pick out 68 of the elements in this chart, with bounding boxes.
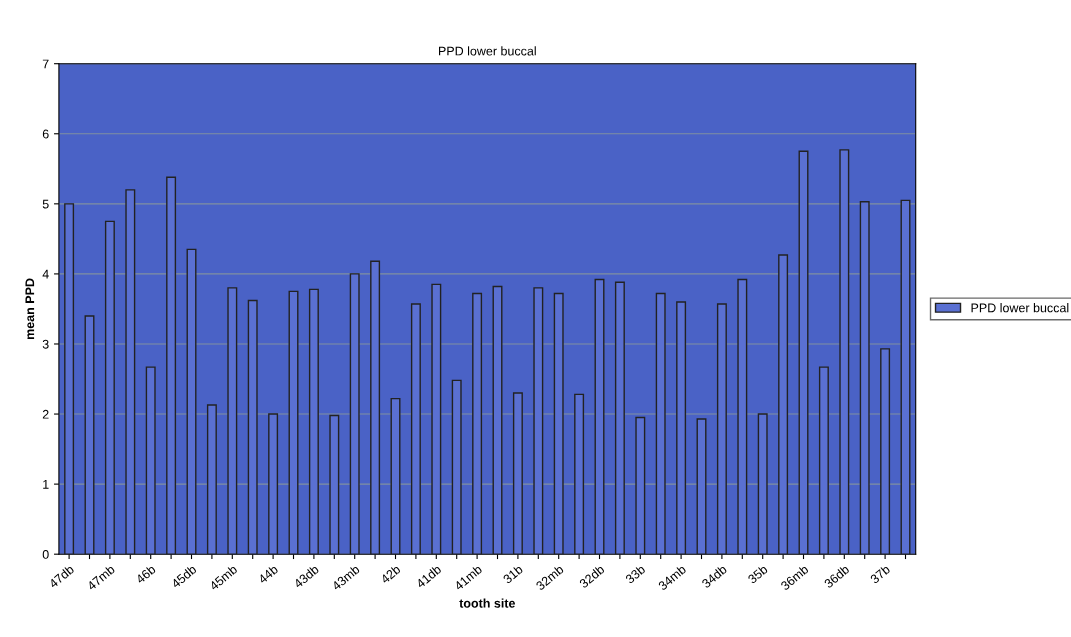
bar <box>818 366 829 555</box>
bar <box>676 301 687 555</box>
x-tick-label: 45db <box>170 564 198 589</box>
bar <box>329 414 340 555</box>
bar <box>247 299 258 555</box>
bar <box>553 292 564 555</box>
x-tick-label: 46b <box>134 564 157 585</box>
x-tick-label: 47db <box>48 564 75 589</box>
y-tick-label: 4 <box>42 269 49 279</box>
bar <box>859 201 870 555</box>
x-tick-label: 34db <box>700 564 728 589</box>
bar <box>390 397 401 555</box>
legend-label: PPD lower buccal <box>971 303 1069 313</box>
chart-title: PPD lower buccal <box>439 46 536 56</box>
bar <box>635 416 646 555</box>
bar <box>839 149 850 555</box>
y-tick-label: 7 <box>42 59 49 69</box>
x-tick-label: 37b <box>869 564 891 585</box>
bar <box>472 292 483 555</box>
bar <box>125 189 136 555</box>
y-tick-label: 5 <box>42 199 49 209</box>
bar <box>533 287 544 555</box>
x-tick-label: 41db <box>415 564 442 589</box>
x-tick-label: 44b <box>257 564 279 585</box>
y-tick-label: 2 <box>42 409 49 419</box>
bar <box>778 254 789 555</box>
y-axis-title: mean PPD <box>25 278 35 340</box>
bar <box>594 278 605 555</box>
bar <box>186 248 197 555</box>
x-tick-label: 33b <box>624 564 646 585</box>
bar <box>512 392 523 555</box>
bar <box>104 220 115 555</box>
y-tick-label: 1 <box>43 480 49 489</box>
bar <box>431 283 442 555</box>
bar <box>206 404 217 555</box>
bar <box>880 348 891 555</box>
x-tick-label: 43db <box>292 564 320 589</box>
bar <box>492 285 503 555</box>
bar <box>145 366 156 555</box>
bar <box>410 303 421 555</box>
bar <box>227 287 238 555</box>
y-tick-label: 6 <box>42 129 49 139</box>
y-tick-label: 0 <box>42 549 49 559</box>
bar <box>757 413 768 555</box>
bar <box>574 393 585 555</box>
x-axis-title: tooth site <box>459 598 515 608</box>
bar <box>900 199 911 555</box>
y-tick-label: 3 <box>42 339 49 349</box>
bar <box>349 273 360 555</box>
bar <box>268 413 279 555</box>
x-tick-label: 31b <box>502 564 524 585</box>
bar <box>655 292 666 555</box>
x-tick-label: 42b <box>379 564 402 585</box>
bar <box>64 203 75 555</box>
bar <box>308 288 319 555</box>
bar <box>84 315 95 555</box>
bar <box>696 418 707 555</box>
x-tick-label: 35b <box>747 564 769 585</box>
bar <box>737 278 748 555</box>
x-tick-label: 36db <box>823 564 850 589</box>
bar <box>288 290 299 555</box>
bar <box>166 176 177 555</box>
bar <box>798 150 809 555</box>
bar <box>716 303 727 555</box>
bar <box>370 260 381 555</box>
x-tick-label: 32db <box>578 564 606 589</box>
bar <box>614 281 625 555</box>
bar <box>451 379 462 555</box>
